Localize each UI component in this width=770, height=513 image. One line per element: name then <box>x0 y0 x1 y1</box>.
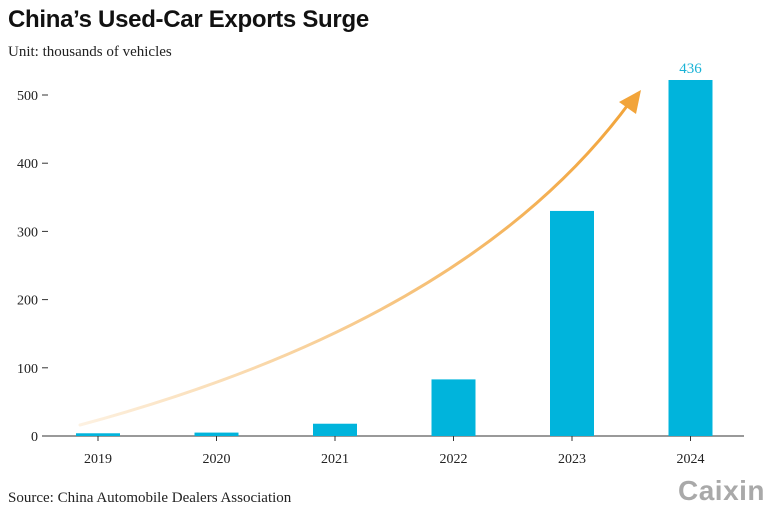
trend-arrow-curve <box>78 100 632 427</box>
x-axis: 2019 2020 2021 2022 2023 2024 <box>42 435 744 467</box>
y-tick-label: 400 <box>17 157 38 172</box>
y-tick-label: 500 <box>17 89 38 104</box>
x-tick-label: 2022 <box>440 452 468 467</box>
trend-arrow <box>78 90 641 427</box>
source-note: Source: China Automobile Dealers Associa… <box>8 490 292 506</box>
y-tick-label: 100 <box>17 362 38 377</box>
x-tick-label: 2021 <box>321 452 349 467</box>
x-tick-label: 2024 <box>677 452 705 467</box>
bar-2022 <box>431 379 476 436</box>
y-axis: 0 100 200 300 400 500 <box>17 89 48 445</box>
data-label-2024: 436 <box>679 61 702 77</box>
bar-2020 <box>194 432 239 436</box>
y-tick-label: 200 <box>17 294 38 309</box>
y-tick-label: 0 <box>31 430 38 445</box>
bars <box>76 79 713 436</box>
trend-arrow-head <box>619 90 641 114</box>
bar-2019 <box>76 433 120 436</box>
x-tick-label: 2019 <box>84 452 112 467</box>
bar-2023 <box>550 210 594 436</box>
chart-subtitle: Unit: thousands of vehicles <box>8 44 172 60</box>
caixin-logo: Caixin <box>678 475 766 506</box>
x-tick-label: 2020 <box>203 452 231 467</box>
chart-title: China’s Used-Car Exports Surge <box>8 6 369 33</box>
data-labels: 436 <box>679 61 702 77</box>
x-tick-label: 2023 <box>558 452 586 467</box>
bar-2021 <box>313 423 357 436</box>
y-tick-label: 300 <box>17 225 38 240</box>
bar-2024 <box>668 79 713 436</box>
